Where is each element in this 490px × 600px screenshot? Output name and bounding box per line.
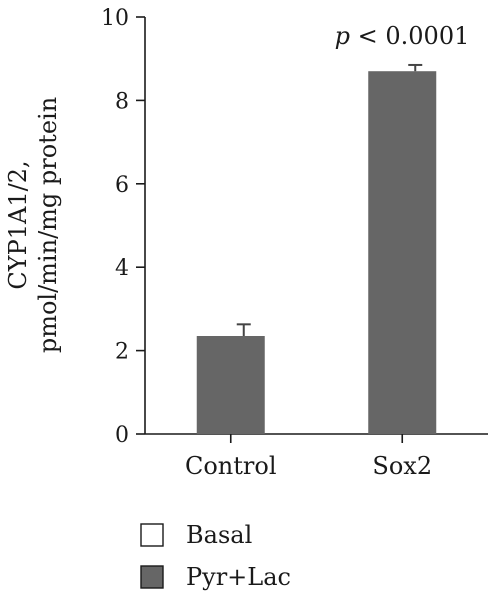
legend-swatch-pyr-lac [140,565,164,589]
legend: Basal Pyr+Lac [140,521,291,591]
significance-annotation: p < 0.0001 [335,22,470,50]
bar-control [196,336,265,434]
bar-sox2 [368,71,437,435]
y-tick-label: 8 [115,89,129,114]
p-italic: p [335,22,350,50]
x-tick-label-control: Control [185,452,277,480]
legend-swatch-basal [140,523,164,547]
y-tick-label: 0 [115,423,129,448]
y-axis-ticks: 0 2 4 6 8 10 [101,6,145,448]
legend-label-basal: Basal [186,521,252,549]
x-tick-label-sox2: Sox2 [372,452,432,480]
y-axis-title-line-2: pmol/min/mg protein [34,97,62,353]
y-tick-label: 10 [101,6,129,31]
y-tick-label: 2 [115,340,129,365]
legend-label-pyr-lac: Pyr+Lac [186,563,291,591]
x-axis-ticks: Control Sox2 [185,434,432,480]
bars [196,63,437,435]
y-axis-title-line-1: CYP1A1/2, [4,160,32,289]
p-value-text: < 0.0001 [350,22,469,50]
y-tick-label: 6 [115,173,129,198]
y-tick-label: 4 [115,256,129,281]
